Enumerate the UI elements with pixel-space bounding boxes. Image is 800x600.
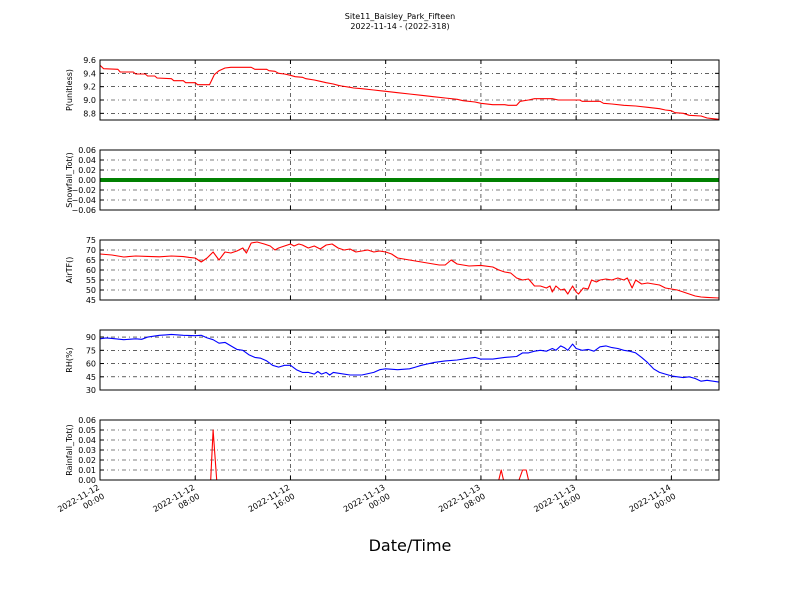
x-tick-label: 2022-11-1316:00 [532, 483, 582, 523]
y-tick-label: 70 [86, 246, 96, 255]
y-tick-label: 60 [86, 266, 96, 275]
x-axis-label: Date/Time [369, 536, 452, 555]
x-tick-label: 2022-11-1208:00 [151, 483, 201, 523]
y-tick-label: 0.04 [78, 436, 96, 445]
chart-title-line2: 2022-11-14 - (2022-318) [350, 22, 449, 31]
y-tick-label: 60 [86, 360, 96, 369]
series-line [100, 64, 719, 120]
panel-1: 8.8 9.0 9.2 9.4 9.6 P(unitless) [65, 56, 720, 121]
y-tick-label: 8.8 [83, 109, 96, 118]
panel-frame [99, 149, 720, 211]
y-tick-label: 75 [86, 236, 96, 245]
y-tick-label: −0.02 [71, 186, 96, 195]
panel-frame [99, 239, 720, 301]
y-tick-label: 9.2 [83, 83, 96, 92]
series-line [100, 333, 719, 383]
y-axis-label: P(unitless) [65, 69, 74, 111]
panel-4: 30 45 60 75 90 RH(%) [65, 329, 720, 395]
y-tick-label: 9.0 [83, 96, 96, 105]
y-tick-label: 0.06 [78, 146, 96, 155]
y-tick-label: 0.02 [78, 166, 96, 175]
y-tick-label: 0.06 [78, 416, 96, 425]
y-axis-label: AirTF() [65, 257, 74, 284]
y-axis-label: Snowfall_Tot() [65, 152, 74, 208]
chart-title-line1: Site11_Baisley_Park_Fifteen [345, 12, 455, 21]
y-tick-label: 30 [86, 386, 96, 395]
y-tick-label: 0.03 [78, 446, 96, 455]
y-tick-label: 90 [86, 333, 96, 342]
y-axis-label: Rainfall_Tot() [65, 424, 74, 476]
y-tick-label: 0.05 [78, 426, 96, 435]
y-tick-label: −0.04 [71, 196, 96, 205]
panel-frame [99, 329, 720, 391]
y-tick-label: 9.6 [83, 56, 96, 65]
y-tick-label: 50 [86, 286, 96, 295]
series-line [100, 429, 719, 480]
y-tick-label: 0.00 [78, 476, 96, 485]
y-axis-label: RH(%) [65, 347, 74, 372]
x-tick-label: 2022-11-1200:00 [56, 483, 106, 523]
y-tick-label: 55 [86, 276, 96, 285]
panel-frame [99, 419, 720, 481]
y-tick-label: 9.4 [83, 69, 96, 78]
y-tick-label: 0.04 [78, 156, 96, 165]
y-tick-label: −0.06 [71, 206, 96, 215]
panel-frame [99, 59, 720, 121]
y-tick-label: 0.00 [78, 176, 96, 185]
x-tick-label: 2022-11-1300:00 [342, 483, 392, 523]
series-line [100, 241, 719, 299]
y-tick-label: 65 [86, 256, 96, 265]
x-tick-label: 2022-11-1308:00 [437, 483, 487, 523]
panel-5: 0.000.010.020.030.040.050.06 Rainfall_Tot… [65, 416, 720, 485]
y-tick-label: 0.01 [78, 466, 96, 475]
x-tick-labels: 2022-11-1200:00 2022-11-1208:00 2022-11-12… [56, 483, 678, 523]
y-tick-label: 45 [86, 296, 96, 305]
x-tick-label: 2022-11-1400:00 [628, 483, 678, 523]
y-tick-label: 75 [86, 346, 96, 355]
panel-2: −0.06−0.04−0.020.000.020.040.06 Snowfall_… [65, 146, 720, 215]
y-tick-label: 0.02 [78, 456, 96, 465]
y-tick-label: 45 [86, 373, 96, 382]
x-tick-label: 2022-11-1216:00 [247, 483, 297, 523]
panels: 8.8 9.0 9.2 9.4 9.6 P(unitless) −0.06−0.04−0.0… [65, 56, 720, 485]
